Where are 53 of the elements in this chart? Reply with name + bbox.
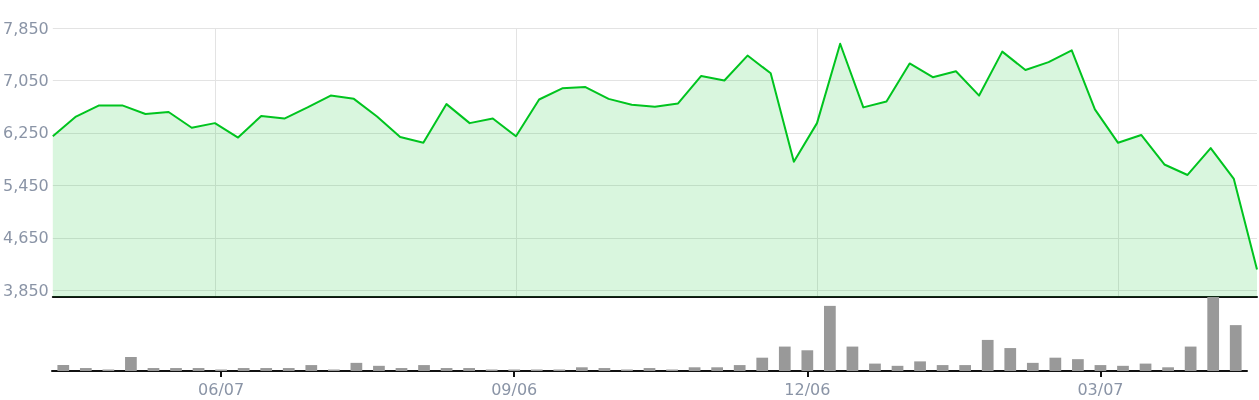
bar xyxy=(1072,359,1084,371)
bar xyxy=(1207,297,1220,371)
bar xyxy=(282,368,295,371)
bar xyxy=(237,368,250,371)
bar xyxy=(1162,367,1174,371)
bar xyxy=(418,365,430,371)
bar xyxy=(756,357,769,371)
bar xyxy=(147,368,160,371)
y-tick-label: 7,050 xyxy=(2,70,49,90)
bar xyxy=(125,356,137,371)
y-tick-label: 3,850 xyxy=(2,280,49,300)
bar xyxy=(688,367,701,371)
bar xyxy=(1049,357,1062,371)
bar xyxy=(1004,348,1017,371)
bar xyxy=(959,365,972,371)
bar xyxy=(891,365,904,371)
y-tick-label: 4,650 xyxy=(2,228,49,248)
bar xyxy=(576,367,588,371)
bar xyxy=(711,367,723,371)
bar xyxy=(260,368,273,371)
bar xyxy=(869,363,881,371)
x-tick-label: 06/07 xyxy=(198,379,245,399)
bar xyxy=(57,365,70,371)
bar xyxy=(395,368,408,371)
bar xyxy=(824,305,836,371)
bar xyxy=(1094,365,1107,371)
bar xyxy=(463,368,475,371)
bar xyxy=(170,368,182,371)
x-tick-label: 03/07 xyxy=(1077,379,1124,399)
bar xyxy=(1117,365,1129,371)
bar xyxy=(350,362,363,371)
bar xyxy=(305,365,318,371)
bar xyxy=(801,350,814,371)
y-tick-label: 7,850 xyxy=(2,18,49,38)
bar xyxy=(1229,325,1242,371)
bar xyxy=(598,368,611,371)
x-tick-label: 09/06 xyxy=(491,379,538,399)
bar xyxy=(981,339,994,371)
bar xyxy=(914,361,926,371)
bar xyxy=(373,365,385,371)
bar xyxy=(1184,346,1197,371)
bar xyxy=(1026,362,1039,371)
x-tick-label: 12/06 xyxy=(784,379,831,399)
bar xyxy=(79,368,92,371)
y-tick-label: 6,250 xyxy=(2,123,49,143)
bar xyxy=(643,368,656,371)
bar xyxy=(440,368,453,371)
bar xyxy=(192,368,205,371)
bar xyxy=(936,365,949,371)
bar xyxy=(778,346,791,371)
bar xyxy=(846,346,859,371)
bar xyxy=(733,365,746,371)
y-tick-label: 5,450 xyxy=(2,175,49,195)
